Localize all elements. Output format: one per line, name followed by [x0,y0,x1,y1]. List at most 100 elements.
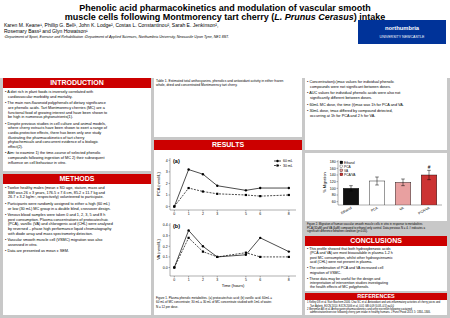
section-title: REFERENCES [357,293,395,299]
bar [343,188,359,205]
y-axis [170,223,171,276]
marker [245,194,247,196]
body-text: • Concentration(c)max values for individ… [307,80,394,84]
y-tick-label: 160 [330,167,336,171]
caption: N = 12 per dose. [156,305,178,309]
marker [202,173,204,175]
text-box [305,246,447,291]
x-tick-label: 2 [202,212,204,216]
y-tick-label: 4 [166,159,168,163]
body-text: influence on cell behaviour in vitro. [8,161,66,165]
body-text: • AUC values for individual phenolic aci… [307,91,401,95]
body-text: • Twelve healthy males (mean ± SD age, s… [5,186,105,190]
reference: administration/exercise following cherry… [310,310,431,314]
section-title: METHODS [60,175,95,182]
authors: Rosemary Bass² and Glyn Howatson¹ [4,28,88,34]
chart: 6080100120140160180EthanolPCAVAPCA/VA% M… [322,160,442,222]
legend-line [274,161,281,162]
marks [173,229,290,268]
section-header [305,293,447,300]
logo-text: northumbria [385,25,420,31]
error-cap [349,191,353,192]
y-tick-label: 0.3 [163,234,168,238]
body-text: BMI was 26 ± 3 years, 176.5 ± 7.6 cm, 85… [8,191,105,195]
body-text: occurring at 1h for PCA and 2 h for VA. [310,114,375,118]
error-cap [401,179,405,180]
y-tick [169,267,171,268]
series-line [174,230,289,267]
body-text: • Despite previous studies in cell cultu… [5,122,106,126]
series-line [174,188,289,206]
error-bar [427,170,431,179]
x-axis [170,210,296,211]
body-text: compounds were not significant between d… [310,85,391,89]
reference: 2 Berryman AS et al. Anthocyanin pharmac… [307,307,413,311]
y-tick [169,194,171,195]
x-tick-label: 8 [288,278,290,282]
y-axis [338,160,339,205]
marker [173,205,175,207]
body-text: (PCA), vanillic (VA) and chlorogenic aci… [8,222,113,226]
legend-swatch [340,161,343,164]
y-tick [337,175,339,176]
affiliations: ¹Department of Sport, Exercise and Rehab… [4,35,229,39]
legend-entry: 60 mL [274,159,293,163]
body-text: with diode array and mass spectrometry d… [8,232,93,236]
body-text: are phenolic acids. Tart Montmorency che… [8,106,106,110]
marker [216,256,218,258]
logo-text: UNIVERSITY NEWCASTLE [380,35,425,39]
reference: Tart Aglietti. EJCN 2010. EJCN 2006 et a… [310,304,395,308]
text-box [305,78,447,150]
marker [245,252,247,254]
chart-box [305,153,447,221]
y-tick [169,246,171,247]
x-tick-label: PCA/VA [418,206,431,216]
y-tick-label: 0.0 [163,266,168,270]
body-text: or low (30 mL) MC group in a double blin… [8,207,111,211]
marker [245,189,247,191]
legend-line [274,165,281,166]
y-tick [169,183,171,184]
legend-entry: PCA/VA [340,173,356,177]
marks [343,170,437,205]
y-tick-label: 80 [332,193,336,197]
body-text: • 30mL dose, tmax differed by compound d… [307,109,393,113]
background [0,0,450,318]
marker [259,195,261,197]
section-title: CONCLUSIONS [350,237,402,244]
body-text: • Data are presented as mean ± SEM. [5,249,69,253]
body-text: • Vascular smooth muscle cell (VSMC) mig… [5,238,102,242]
marker [276,164,278,166]
y-tick-label: 0 [166,205,168,209]
section-header [3,174,151,184]
y-tick [337,201,339,202]
marker [173,266,175,268]
x-tick-label: 6 [259,278,261,282]
y-tick [337,161,339,162]
body-text: assessed in vitro. [8,243,37,247]
series-line [174,170,289,207]
body-text: migration of VSMC. [310,271,341,275]
body-text: cardio-protective effects, there has bee… [8,131,101,135]
error-line [351,186,352,191]
body-text: functional food of growing interest and … [8,111,107,115]
body-text: cardiovascular morbidity and mortality. [8,95,73,99]
error-bar [375,177,379,185]
x-tick-label: 3 [216,212,218,216]
y-tick-label: 1 [166,193,168,197]
legend-swatch [340,169,343,172]
body-text: illustrating the pharmacokinetics of tar… [8,136,84,140]
marker [288,256,290,258]
text-box [3,78,151,171]
text-box [305,300,447,315]
error-cap [427,179,431,180]
x-tick-label: PCA [370,206,379,213]
y-axis [170,158,171,210]
text-box [154,150,302,315]
body-text: the health effects of MC polyphenols. [310,285,369,289]
header-band [0,0,450,78]
marker [188,187,190,189]
marker [173,205,175,207]
marker [173,266,175,268]
x-tick-label: 0 [173,278,175,282]
